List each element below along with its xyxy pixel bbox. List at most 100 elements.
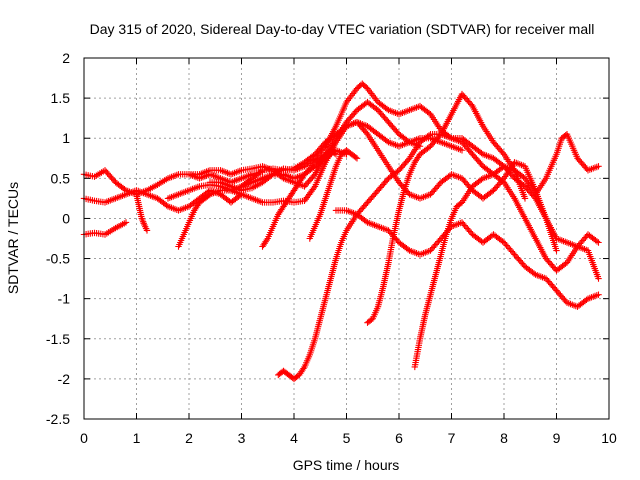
x-tick-label: 1 (133, 430, 141, 446)
data-point (432, 137, 439, 144)
data-point (305, 166, 312, 174)
data-point (521, 195, 529, 202)
x-tick-label: 2 (185, 430, 193, 446)
chart-title: Day 315 of 2020, Sidereal Day-to-day VTE… (90, 21, 595, 37)
x-tick-label: 5 (343, 430, 351, 446)
data-point (377, 184, 384, 191)
data-point (378, 111, 386, 118)
y-tick-label: -1.5 (46, 331, 70, 347)
series-track-4 (133, 191, 151, 234)
data-point (321, 144, 328, 151)
data-point (492, 142, 500, 149)
y-tick-label: -0.5 (46, 251, 70, 267)
data-point (366, 196, 374, 203)
data-point (503, 242, 510, 249)
data-layer (80, 80, 602, 383)
data-point (432, 185, 439, 192)
x-tick-label: 9 (553, 430, 561, 446)
data-point (356, 122, 363, 129)
data-point (268, 172, 275, 179)
data-point (368, 194, 375, 202)
y-tick-label: 1 (62, 130, 70, 146)
data-point (595, 275, 602, 282)
x-tick-label: 10 (601, 430, 617, 446)
data-point (425, 144, 433, 151)
y-tick-label: -1 (58, 291, 71, 307)
data-point (394, 168, 401, 175)
data-point (513, 254, 521, 261)
data-point (494, 182, 501, 190)
data-point (399, 162, 407, 169)
data-point (468, 101, 475, 108)
series-track-14 (364, 90, 529, 326)
data-point (303, 180, 311, 187)
series-track-11 (306, 147, 361, 242)
data-point (377, 110, 384, 117)
data-point (458, 147, 466, 154)
data-point (257, 168, 265, 175)
data-point (553, 247, 560, 254)
data-point (353, 155, 361, 162)
data-point (163, 202, 170, 209)
y-tick-label: 2 (62, 50, 70, 66)
data-point (143, 227, 151, 234)
data-point (462, 95, 470, 102)
data-point (405, 156, 412, 163)
data-point (461, 178, 468, 185)
data-point (432, 241, 439, 248)
data-point (425, 132, 433, 139)
data-point (111, 177, 118, 184)
data-point (478, 176, 485, 183)
data-point (122, 219, 130, 226)
data-point (593, 238, 601, 245)
data-point (387, 122, 395, 129)
x-tick-label: 0 (80, 430, 88, 446)
data-point (462, 223, 470, 231)
data-point (305, 178, 312, 185)
data-point (331, 150, 338, 157)
x-tick-label: 6 (395, 430, 403, 446)
data-point (546, 259, 554, 267)
x-tick-label: 4 (290, 430, 298, 446)
data-point (303, 168, 311, 175)
series-track-9 (164, 119, 560, 254)
x-axis-title: GPS time / hours (293, 457, 400, 473)
y-tick-label: -2.5 (46, 411, 70, 427)
data-point (345, 116, 353, 123)
data-point (595, 163, 602, 170)
data-point (578, 238, 585, 246)
data-point (545, 278, 552, 285)
data-point (431, 138, 438, 145)
data-point (383, 105, 391, 113)
data-point (310, 172, 317, 179)
data-point (404, 246, 412, 253)
data-point (555, 290, 563, 297)
data-point (431, 242, 438, 250)
data-point (595, 239, 602, 246)
x-tick-label: 7 (448, 430, 456, 446)
y-tick-label: 0.5 (51, 170, 71, 186)
data-point (578, 159, 585, 166)
tick-layer: 0 1 2 3 4 5 6 7 8 9 10 2 1.5 1 0.5 0 -0.5 -1 -1.5 -2 -2.5 (46, 50, 617, 446)
data-point (520, 174, 527, 181)
data-point (471, 154, 479, 161)
data-point (362, 218, 370, 225)
data-point (478, 149, 485, 157)
data-point (461, 93, 468, 101)
series-track-7 (238, 80, 602, 274)
data-point (546, 279, 554, 287)
data-point (278, 174, 286, 181)
data-point (492, 184, 500, 191)
data-point (104, 170, 111, 177)
data-point (383, 137, 391, 145)
y-tick-label: 1.5 (51, 90, 71, 106)
data-point (389, 123, 396, 130)
data-point (398, 182, 405, 189)
data-point (394, 129, 401, 136)
data-point (504, 243, 512, 251)
data-point (562, 260, 569, 267)
data-point (398, 164, 405, 171)
data-point (404, 137, 412, 145)
data-point (357, 123, 365, 130)
